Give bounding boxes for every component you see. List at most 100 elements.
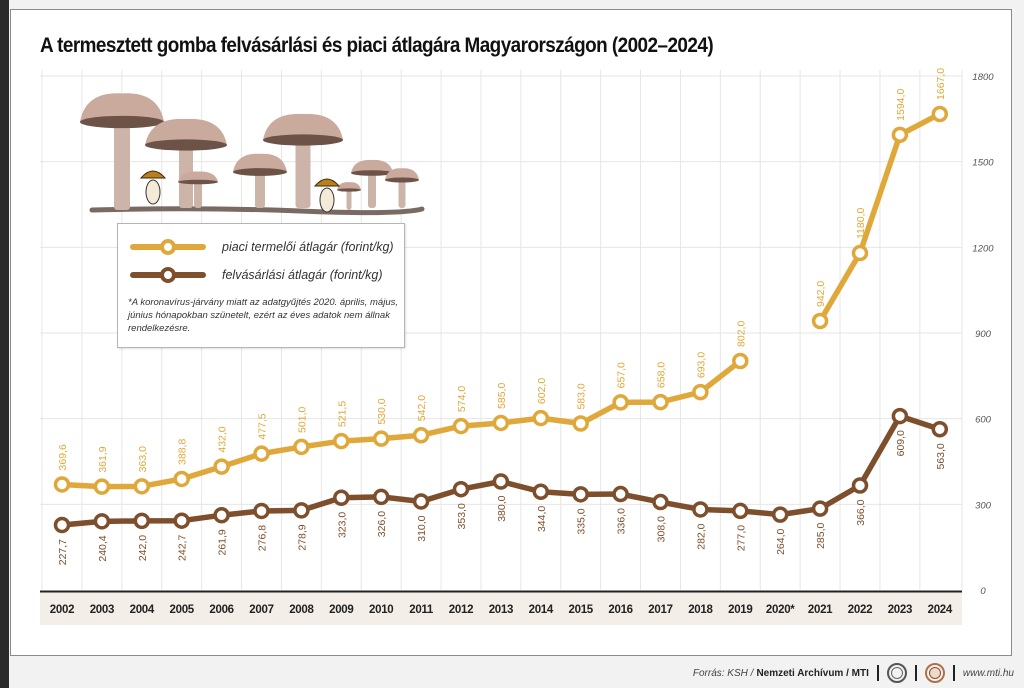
data-point-purchase [372, 488, 390, 506]
data-labels: 369,6 361,9 363,0 388,8 432,0 477,5 501,0 521,5… [57, 68, 947, 566]
data-label-purchase: 366,0 [855, 499, 867, 525]
x-axis-ticks: 2002 2003 2004 2005 2006 2007 2008 2009 2010 2011… [50, 604, 953, 616]
mtva-logo-icon [886, 663, 907, 683]
data-point-market [53, 476, 71, 493]
mushroom-cap [145, 118, 227, 145]
separator [914, 665, 917, 681]
data-label-purchase: 285,0 [815, 522, 827, 548]
mushroom-cap [80, 93, 164, 122]
data-point-purchase [771, 506, 789, 523]
mushroom-stem [255, 172, 265, 208]
data-label-purchase: 227,7 [57, 539, 69, 565]
data-label-purchase: 353,0 [456, 503, 468, 529]
x-tick-label: 2015 [569, 604, 594, 616]
y-tick-label: 1200 [972, 243, 994, 254]
data-point-market [652, 393, 669, 411]
data-label-purchase: 310,0 [416, 515, 428, 541]
x-tick-label: 2005 [170, 604, 195, 616]
data-point-market [492, 414, 510, 432]
data-point-market [213, 458, 230, 475]
data-point-market [372, 430, 390, 447]
mti-logo-icon [924, 663, 945, 683]
data-point-purchase [851, 477, 869, 494]
separator [952, 665, 955, 681]
x-tick-label: 2006 [209, 604, 233, 616]
mushroom-gills [337, 188, 361, 192]
website-link[interactable]: www.mti.hu [962, 667, 1014, 679]
data-label-market: 369,6 [57, 444, 69, 470]
data-point-purchase [532, 483, 550, 501]
separator [876, 665, 879, 681]
data-label-purchase: 308,0 [656, 516, 668, 542]
data-point-purchase [692, 501, 709, 518]
data-label-purchase: 335,0 [576, 508, 588, 534]
mushroom-gills [263, 134, 343, 146]
x-tick-label: 2009 [329, 604, 353, 616]
data-point-market [452, 417, 470, 435]
footer: Forrás: KSH / Nemzeti Archívum / MTI www… [693, 660, 1014, 686]
data-point-market [253, 445, 270, 462]
data-point-purchase [891, 407, 909, 425]
data-label-market: 530,0 [376, 398, 388, 424]
legend-label-market: piaci termelői átlagár (forint/kg) [222, 240, 394, 254]
chart-title: A termesztett gomba felvásárlási és piac… [40, 34, 714, 57]
mushroom-gills [385, 177, 419, 183]
data-point-purchase [612, 485, 629, 503]
data-label-market: 388,8 [177, 439, 189, 465]
legend-swatch-purchase [130, 264, 206, 286]
y-tick-label: 600 [975, 415, 992, 426]
data-point-purchase [412, 493, 430, 510]
mushroom-stem [194, 182, 202, 208]
data-label-purchase: 380,0 [496, 495, 508, 521]
x-tick-label: 2024 [928, 604, 953, 616]
y-tick-label: 1500 [972, 158, 994, 169]
x-tick-label: 2008 [289, 604, 314, 616]
data-point-market [851, 244, 869, 262]
x-tick-label: 2007 [249, 604, 273, 616]
legend-footnote: *A koronavírus-járvány miatt az adatgyűj… [128, 297, 398, 334]
legend-swatch-market [130, 236, 206, 258]
y-axis-ticks: 0 300 600 900 1200 1500 1800 [972, 72, 994, 597]
data-label-market: 542,0 [416, 395, 428, 421]
legend-label-purchase: felvásárlási átlagár (forint/kg) [222, 268, 383, 282]
data-label-market: 583,0 [576, 383, 588, 409]
data-point-purchase [213, 506, 230, 524]
porcini-cap [313, 178, 341, 187]
data-label-market: 1180,0 [855, 208, 867, 239]
data-point-purchase [293, 502, 310, 519]
mushroom-gills [80, 115, 164, 129]
ground-line [89, 206, 425, 216]
mushroom-stem [295, 140, 311, 208]
x-tick-label: 2013 [489, 604, 513, 616]
data-label-purchase: 264,0 [775, 528, 787, 554]
source-prefix: Forrás: KSH / [692, 667, 754, 679]
mushroom-stem [346, 190, 352, 210]
porcini-cap [139, 170, 167, 179]
data-label-purchase: 261,9 [217, 529, 229, 555]
x-tick-label: 2011 [409, 604, 434, 616]
data-point-purchase [173, 512, 190, 529]
mushroom-cap [233, 153, 287, 172]
data-label-market: 658,0 [656, 362, 668, 388]
data-label-market: 602,0 [536, 378, 548, 404]
source-bold: Nemzeti Archívum / MTI [756, 667, 869, 679]
x-tick-label: 2017 [648, 604, 672, 616]
data-label-market: 585,0 [496, 383, 508, 409]
series-line-market [817, 111, 943, 324]
data-point-purchase [931, 420, 949, 438]
x-tick-label: 2023 [888, 604, 912, 616]
porcini-stem [145, 179, 161, 205]
mushroom-cap [337, 182, 361, 190]
legend-item-market: piaci termelői átlagár (forint/kg) [130, 236, 394, 258]
x-tick-label: 2004 [130, 604, 155, 616]
y-tick-label: 1800 [972, 72, 994, 83]
x-tick-label: 2003 [90, 604, 114, 616]
data-point-purchase [53, 516, 71, 534]
data-label-purchase: 344,0 [536, 506, 548, 532]
data-label-purchase: 277,0 [735, 525, 747, 551]
data-label-market: 942,0 [815, 281, 827, 307]
data-label-purchase: 609,0 [895, 430, 907, 456]
data-label-purchase: 323,0 [336, 512, 348, 538]
y-tick-label: 0 [980, 586, 986, 597]
data-point-purchase [333, 489, 350, 507]
